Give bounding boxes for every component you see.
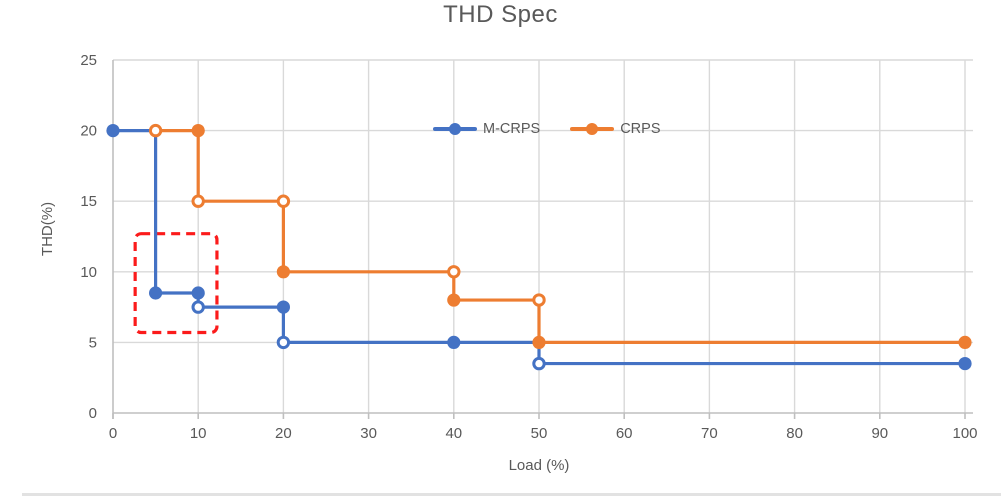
filled-marker: [532, 335, 546, 349]
legend-item-m-crps[interactable]: M-CRPS: [433, 121, 540, 137]
x-tick-label: 80: [786, 425, 803, 442]
x-tick-label: 100: [952, 425, 977, 442]
y-tick-label: 20: [80, 123, 97, 140]
filled-marker: [191, 124, 205, 138]
x-axis-title: Load (%): [509, 457, 570, 474]
open-marker: [276, 335, 291, 350]
series-crps[interactable]: [148, 123, 972, 349]
filled-marker: [958, 335, 972, 349]
legend: M-CRPS CRPS: [433, 121, 661, 137]
x-tick-label: 50: [531, 425, 548, 442]
x-tick-label: 40: [445, 425, 462, 442]
x-tick-label: 60: [616, 425, 633, 442]
open-marker: [532, 293, 546, 307]
window-bottom-border: [22, 493, 1001, 496]
x-tick-label: 0: [109, 425, 117, 442]
y-axis-title: THD(%): [39, 202, 56, 256]
legend-item-crps[interactable]: CRPS: [570, 121, 661, 137]
legend-marker-crps-icon: [570, 123, 615, 135]
axes: [112, 60, 973, 419]
filled-marker: [191, 286, 205, 300]
highlight-dashed-rect: [133, 232, 219, 335]
filled-marker: [447, 293, 461, 307]
tick-labels: 0 10 20 30 40 50 60 70 80 90 100 0 5 10 15 20 25: [80, 52, 977, 442]
filled-marker: [958, 356, 972, 371]
x-tick-label: 10: [190, 425, 207, 442]
y-tick-label: 10: [80, 264, 97, 281]
x-tick-label: 30: [360, 425, 377, 442]
open-marker: [148, 123, 163, 138]
x-tick-label: 70: [701, 425, 718, 442]
y-tick-label: 25: [80, 52, 97, 69]
x-tick-label: 20: [275, 425, 292, 442]
filled-marker: [276, 265, 290, 279]
y-tick-label: 0: [89, 405, 97, 422]
y-tick-label: 15: [80, 193, 97, 210]
open-marker: [276, 194, 291, 208]
legend-marker-m-crps-icon: [433, 123, 477, 135]
filled-marker: [149, 286, 163, 300]
x-tick-label: 90: [871, 425, 888, 442]
series-layer: [106, 123, 972, 371]
legend-label-crps: CRPS: [620, 121, 661, 137]
filled-marker: [106, 124, 120, 138]
open-marker: [191, 300, 205, 314]
annotations: [133, 232, 219, 335]
filled-marker: [447, 335, 461, 349]
open-marker: [191, 194, 205, 208]
y-tick-label: 5: [89, 334, 97, 351]
filled-marker: [276, 300, 290, 314]
open-marker: [447, 265, 461, 279]
series-line: [154, 129, 967, 344]
chart-title: THD Spec: [443, 1, 558, 28]
open-marker: [532, 356, 546, 371]
legend-label-m-crps: M-CRPS: [483, 121, 541, 137]
series-m-crps[interactable]: [106, 124, 972, 371]
